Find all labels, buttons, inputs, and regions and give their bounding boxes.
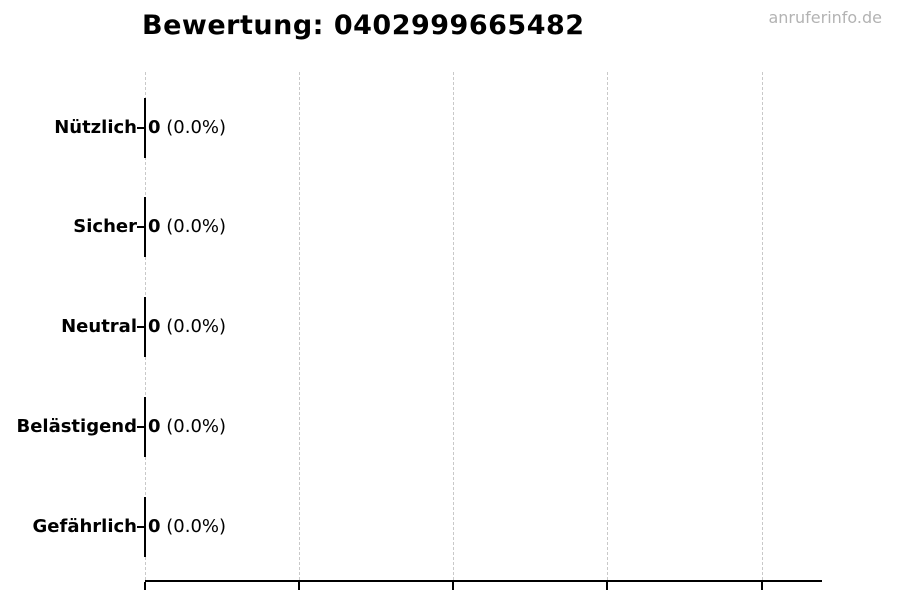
y-axis-tick	[137, 226, 145, 228]
value-count: 0	[148, 516, 161, 537]
value-percent: (0.0%)	[160, 416, 227, 437]
gridline	[299, 72, 300, 580]
zero-value-bar	[144, 98, 146, 158]
x-axis-tick	[452, 582, 454, 590]
chart-title: Bewertung: 0402999665482	[142, 10, 585, 41]
gridline	[762, 72, 763, 580]
y-axis-tick	[137, 127, 145, 129]
value-count: 0	[148, 117, 161, 138]
x-axis-tick	[298, 582, 300, 590]
value-percent: (0.0%)	[160, 117, 227, 138]
x-axis-line	[145, 580, 822, 582]
value-annotation: 0 (0.0%)	[148, 115, 226, 141]
y-axis-tick	[137, 326, 145, 328]
x-axis-tick	[606, 582, 608, 590]
plot-area	[144, 72, 822, 590]
y-axis-tick	[137, 426, 145, 428]
y-axis-tick	[137, 526, 145, 528]
x-axis-tick	[144, 582, 146, 590]
value-annotation: 0 (0.0%)	[148, 214, 226, 240]
zero-value-bar	[144, 397, 146, 457]
x-axis-tick	[761, 582, 763, 590]
zero-value-bar	[144, 197, 146, 257]
category-label: Gefährlich	[32, 516, 137, 537]
value-annotation: 0 (0.0%)	[148, 314, 226, 340]
value-count: 0	[148, 216, 161, 237]
value-percent: (0.0%)	[160, 516, 227, 537]
value-annotation: 0 (0.0%)	[148, 414, 226, 440]
value-percent: (0.0%)	[160, 216, 227, 237]
gridline	[607, 72, 608, 580]
category-label: Sicher	[73, 216, 137, 237]
category-label: Nützlich	[54, 117, 137, 138]
gridline	[453, 72, 454, 580]
value-percent: (0.0%)	[160, 316, 227, 337]
zero-value-bar	[144, 297, 146, 357]
watermark: anruferinfo.de	[768, 8, 882, 27]
value-annotation: 0 (0.0%)	[148, 514, 226, 540]
zero-value-bar	[144, 497, 146, 557]
value-count: 0	[148, 416, 161, 437]
category-label: Belästigend	[16, 416, 137, 437]
value-count: 0	[148, 316, 161, 337]
category-label: Neutral	[61, 316, 137, 337]
